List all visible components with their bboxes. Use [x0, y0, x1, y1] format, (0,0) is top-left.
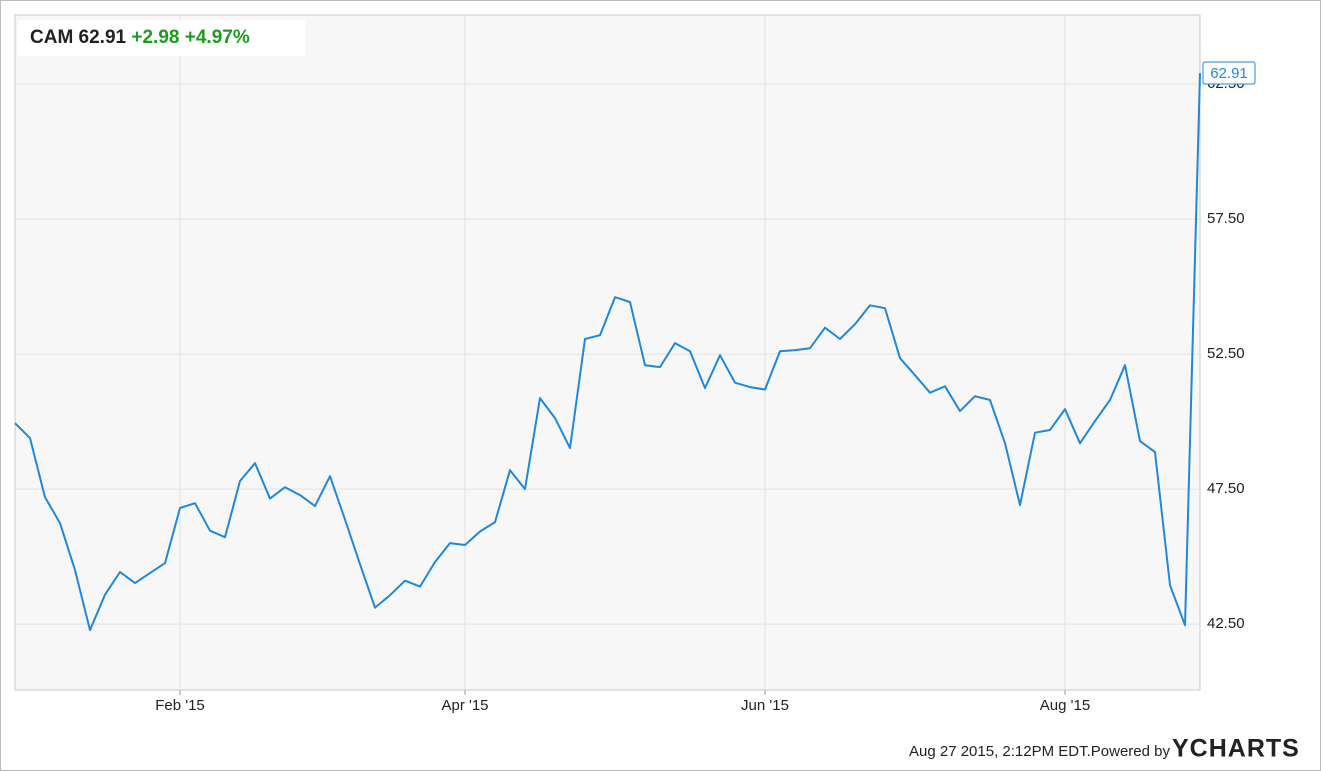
powered-by: Powered by — [1091, 743, 1171, 760]
marks: 62.91 — [14, 61, 1256, 632]
plot-area — [14, 14, 1201, 691]
x-tick-label: Aug '15 — [1040, 697, 1090, 714]
y-tick-label: 47.50 — [1207, 480, 1245, 497]
change: +2.98 — [131, 27, 179, 48]
footer-date: Aug 27 2015, 2:12PM EDT. — [909, 743, 1091, 760]
y-tick-label: 57.50 — [1207, 210, 1245, 227]
title: CAM 62.91 — [30, 27, 127, 48]
brand: YCHARTS — [1172, 735, 1300, 763]
x-tick-label: Feb '15 — [155, 697, 205, 714]
header: CAM 62.91 +2.98 +4.97% — [30, 27, 250, 48]
last-value-box — [1202, 61, 1256, 85]
header-box — [18, 20, 305, 56]
y-tick-label: 52.50 — [1207, 345, 1245, 362]
y-tick-label: 42.50 — [1207, 615, 1245, 632]
change-percent: +4.97% — [185, 27, 250, 48]
price-line — [14, 73, 1201, 632]
x-tick-label: Apr '15 — [441, 697, 488, 714]
last-value-label: 62.91 — [1210, 65, 1248, 82]
x-tick-label: Jun '15 — [741, 697, 789, 714]
